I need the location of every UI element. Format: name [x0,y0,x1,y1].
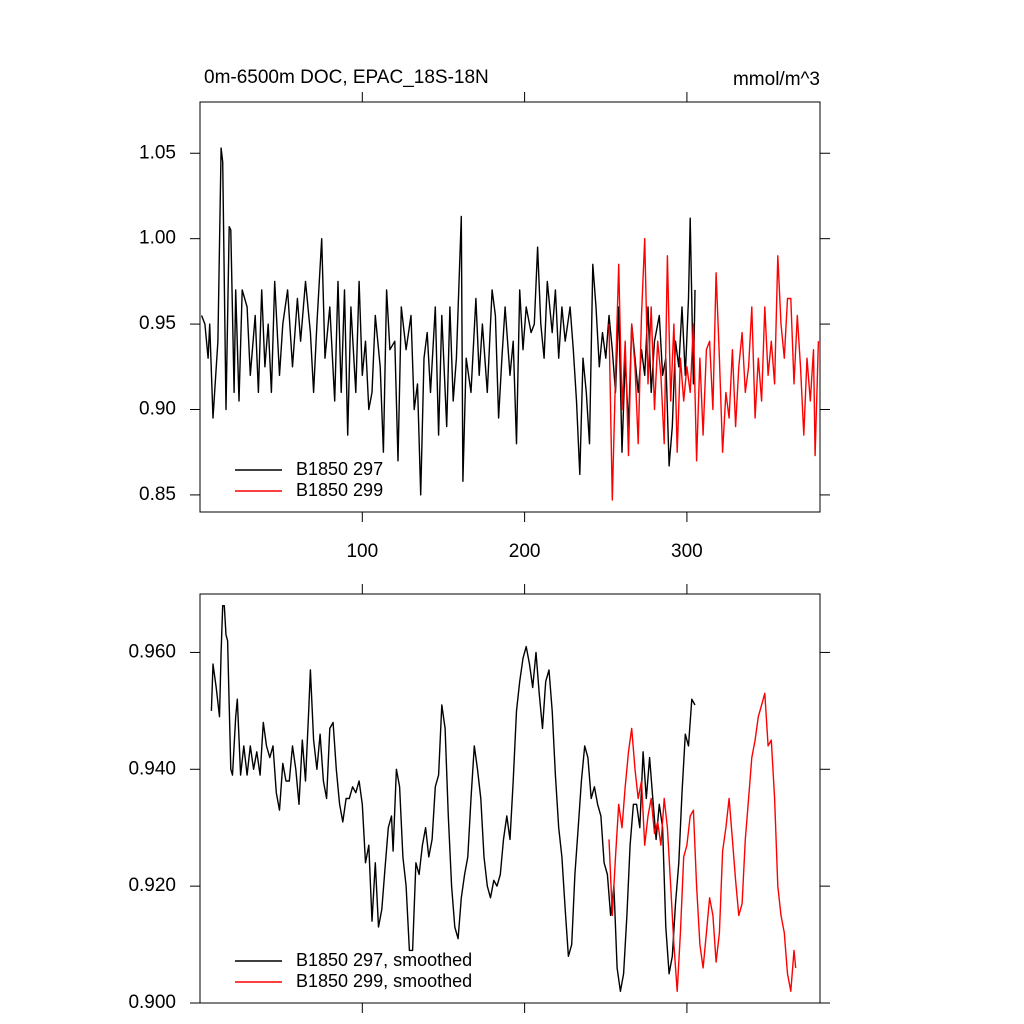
data-line [200,147,696,496]
chart-title: 0m-6500m DOC, EPAC_18S-18N [204,67,489,88]
legend-label: B1850 299 [296,480,383,500]
y-tick-label: 0.920 [128,875,176,896]
data-line [210,605,696,992]
data-line [608,692,797,992]
y-tick-label: 1.00 [139,228,176,249]
x-tick-label: 300 [671,541,703,562]
y-tick-label: 0.940 [128,758,176,779]
legend-label: B1850 299, smoothed [296,971,472,991]
y-tick-label: 0.960 [128,641,176,662]
x-tick-label: 100 [346,541,378,562]
x-tick-label: 200 [509,541,541,562]
plot-frame [199,593,821,1004]
y-tick-label: 0.900 [128,992,176,1013]
data-line [608,237,820,501]
units-label: mmol/m^3 [733,69,820,90]
y-tick-label: 0.95 [139,313,176,334]
y-tick-label: 1.05 [139,142,176,163]
plot-frame [199,101,821,513]
y-tick-label: 0.85 [139,484,176,505]
legend-label: B1850 297, smoothed [296,950,472,970]
y-tick-label: 0.90 [139,399,176,420]
legend-label: B1850 297 [296,459,383,479]
